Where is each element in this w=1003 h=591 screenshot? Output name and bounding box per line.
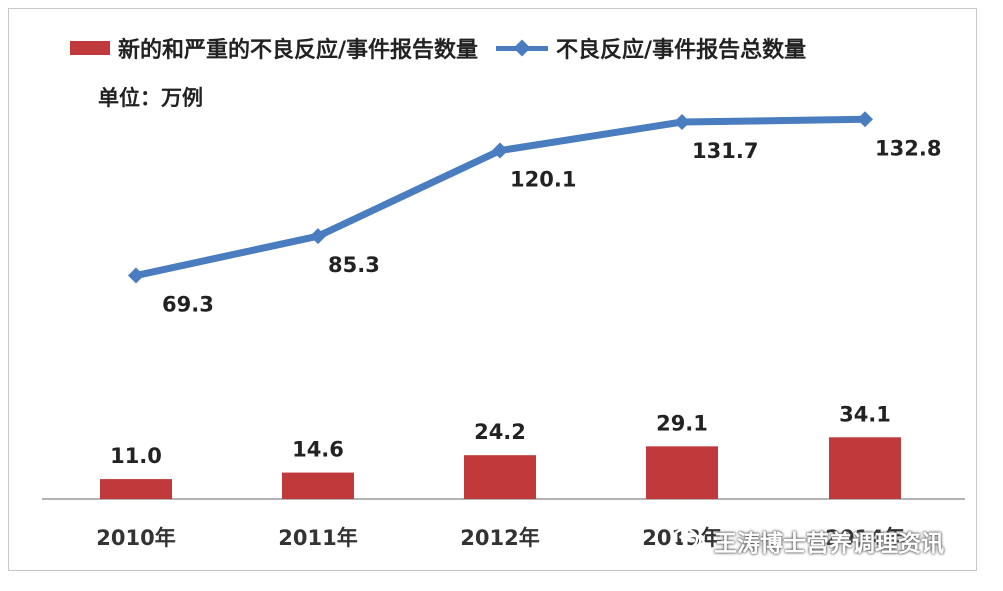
line-point: [492, 142, 508, 159]
legend-label-line: 不良反应/事件报告总数量: [556, 38, 807, 63]
line-data-label: 120.1: [510, 168, 576, 192]
line-point: [128, 267, 144, 284]
bar: [646, 446, 718, 499]
wechat-icon: [671, 528, 706, 554]
legend-item-bar: 新的和严重的不良反应/事件报告数量: [70, 32, 478, 64]
line-point: [857, 111, 873, 128]
bar-data-label: 11.0: [110, 444, 162, 468]
x-tick-label: 2012年: [460, 526, 539, 550]
legend: 新的和严重的不良反应/事件报告数量 不良反应/事件报告总数量: [70, 28, 806, 68]
unit-label: 单位：万例: [98, 86, 203, 110]
bar-data-label: 24.2: [474, 420, 526, 444]
line-point: [310, 228, 326, 245]
bar-data-label: 29.1: [656, 411, 708, 435]
bar: [100, 479, 172, 499]
legend-item-line: 不良反应/事件报告总数量: [496, 32, 806, 64]
bar-data-label: 14.6: [292, 438, 344, 462]
bar-data-label: 34.1: [839, 402, 891, 426]
line-data-label: 85.3: [328, 253, 380, 277]
line-data-label: 69.3: [162, 293, 214, 317]
bar: [829, 437, 901, 499]
x-tick-label: 2014年: [825, 526, 904, 550]
legend-swatch-line: [496, 41, 549, 55]
line-data-label: 131.7: [692, 139, 758, 163]
x-tick-label: 2010年: [96, 526, 175, 550]
legend-swatch-bar: [70, 41, 110, 55]
line-point: [674, 114, 690, 131]
bar: [464, 455, 536, 499]
watermark-text: 王涛博士营养调理资讯: [714, 531, 944, 557]
bar: [282, 472, 354, 499]
line-data-label: 132.8: [875, 136, 941, 160]
legend-label-bar: 新的和严重的不良反应/事件报告数量: [118, 38, 479, 63]
watermark: 王涛博士营养调理资讯: [671, 524, 944, 558]
x-tick-label: 2011年: [278, 526, 357, 550]
